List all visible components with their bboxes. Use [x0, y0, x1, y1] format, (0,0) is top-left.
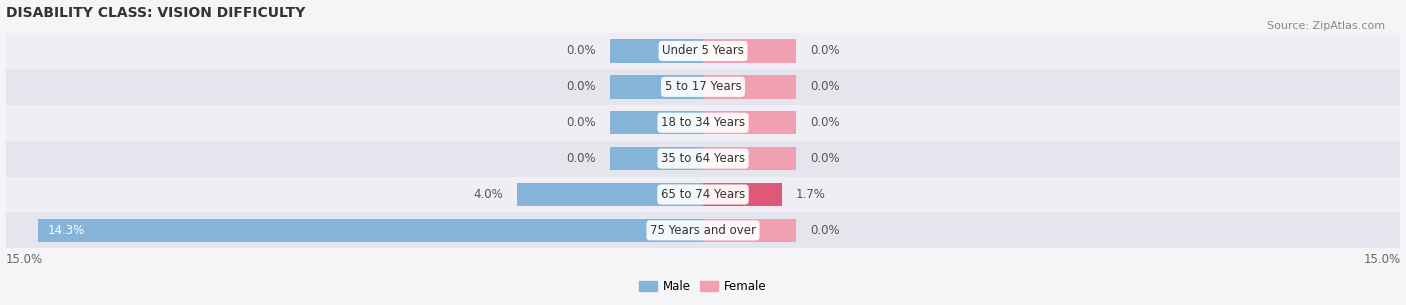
Text: 18 to 34 Years: 18 to 34 Years — [661, 116, 745, 129]
Text: 65 to 74 Years: 65 to 74 Years — [661, 188, 745, 201]
Bar — [703, 219, 796, 242]
Text: 0.0%: 0.0% — [810, 80, 839, 93]
Bar — [6, 141, 1400, 177]
Bar — [703, 75, 796, 99]
Text: 14.3%: 14.3% — [48, 224, 84, 237]
Bar — [38, 219, 703, 242]
Bar — [6, 105, 1400, 141]
Text: 5 to 17 Years: 5 to 17 Years — [665, 80, 741, 93]
Text: 0.0%: 0.0% — [567, 80, 596, 93]
Bar — [6, 33, 1400, 69]
Bar — [6, 212, 1400, 248]
Legend: Male, Female: Male, Female — [634, 275, 772, 297]
Text: 15.0%: 15.0% — [6, 253, 42, 266]
Text: 0.0%: 0.0% — [810, 45, 839, 57]
Text: 0.0%: 0.0% — [810, 152, 839, 165]
Bar — [6, 69, 1400, 105]
Text: 15.0%: 15.0% — [1364, 253, 1400, 266]
Bar — [703, 147, 796, 170]
Bar — [703, 111, 796, 135]
Text: 35 to 64 Years: 35 to 64 Years — [661, 152, 745, 165]
Text: 0.0%: 0.0% — [567, 152, 596, 165]
Bar — [610, 75, 703, 99]
Text: DISABILITY CLASS: VISION DIFFICULTY: DISABILITY CLASS: VISION DIFFICULTY — [6, 5, 305, 20]
Bar — [703, 39, 796, 63]
Text: Under 5 Years: Under 5 Years — [662, 45, 744, 57]
Bar — [703, 183, 782, 206]
Bar — [6, 177, 1400, 212]
Bar — [610, 39, 703, 63]
Text: 4.0%: 4.0% — [474, 188, 503, 201]
Text: 0.0%: 0.0% — [567, 45, 596, 57]
Text: Source: ZipAtlas.com: Source: ZipAtlas.com — [1267, 21, 1385, 31]
Bar — [610, 147, 703, 170]
Bar — [517, 183, 703, 206]
Text: 1.7%: 1.7% — [796, 188, 825, 201]
Text: 0.0%: 0.0% — [810, 116, 839, 129]
Text: 75 Years and over: 75 Years and over — [650, 224, 756, 237]
Bar — [610, 111, 703, 135]
Text: 0.0%: 0.0% — [567, 116, 596, 129]
Text: 0.0%: 0.0% — [810, 224, 839, 237]
